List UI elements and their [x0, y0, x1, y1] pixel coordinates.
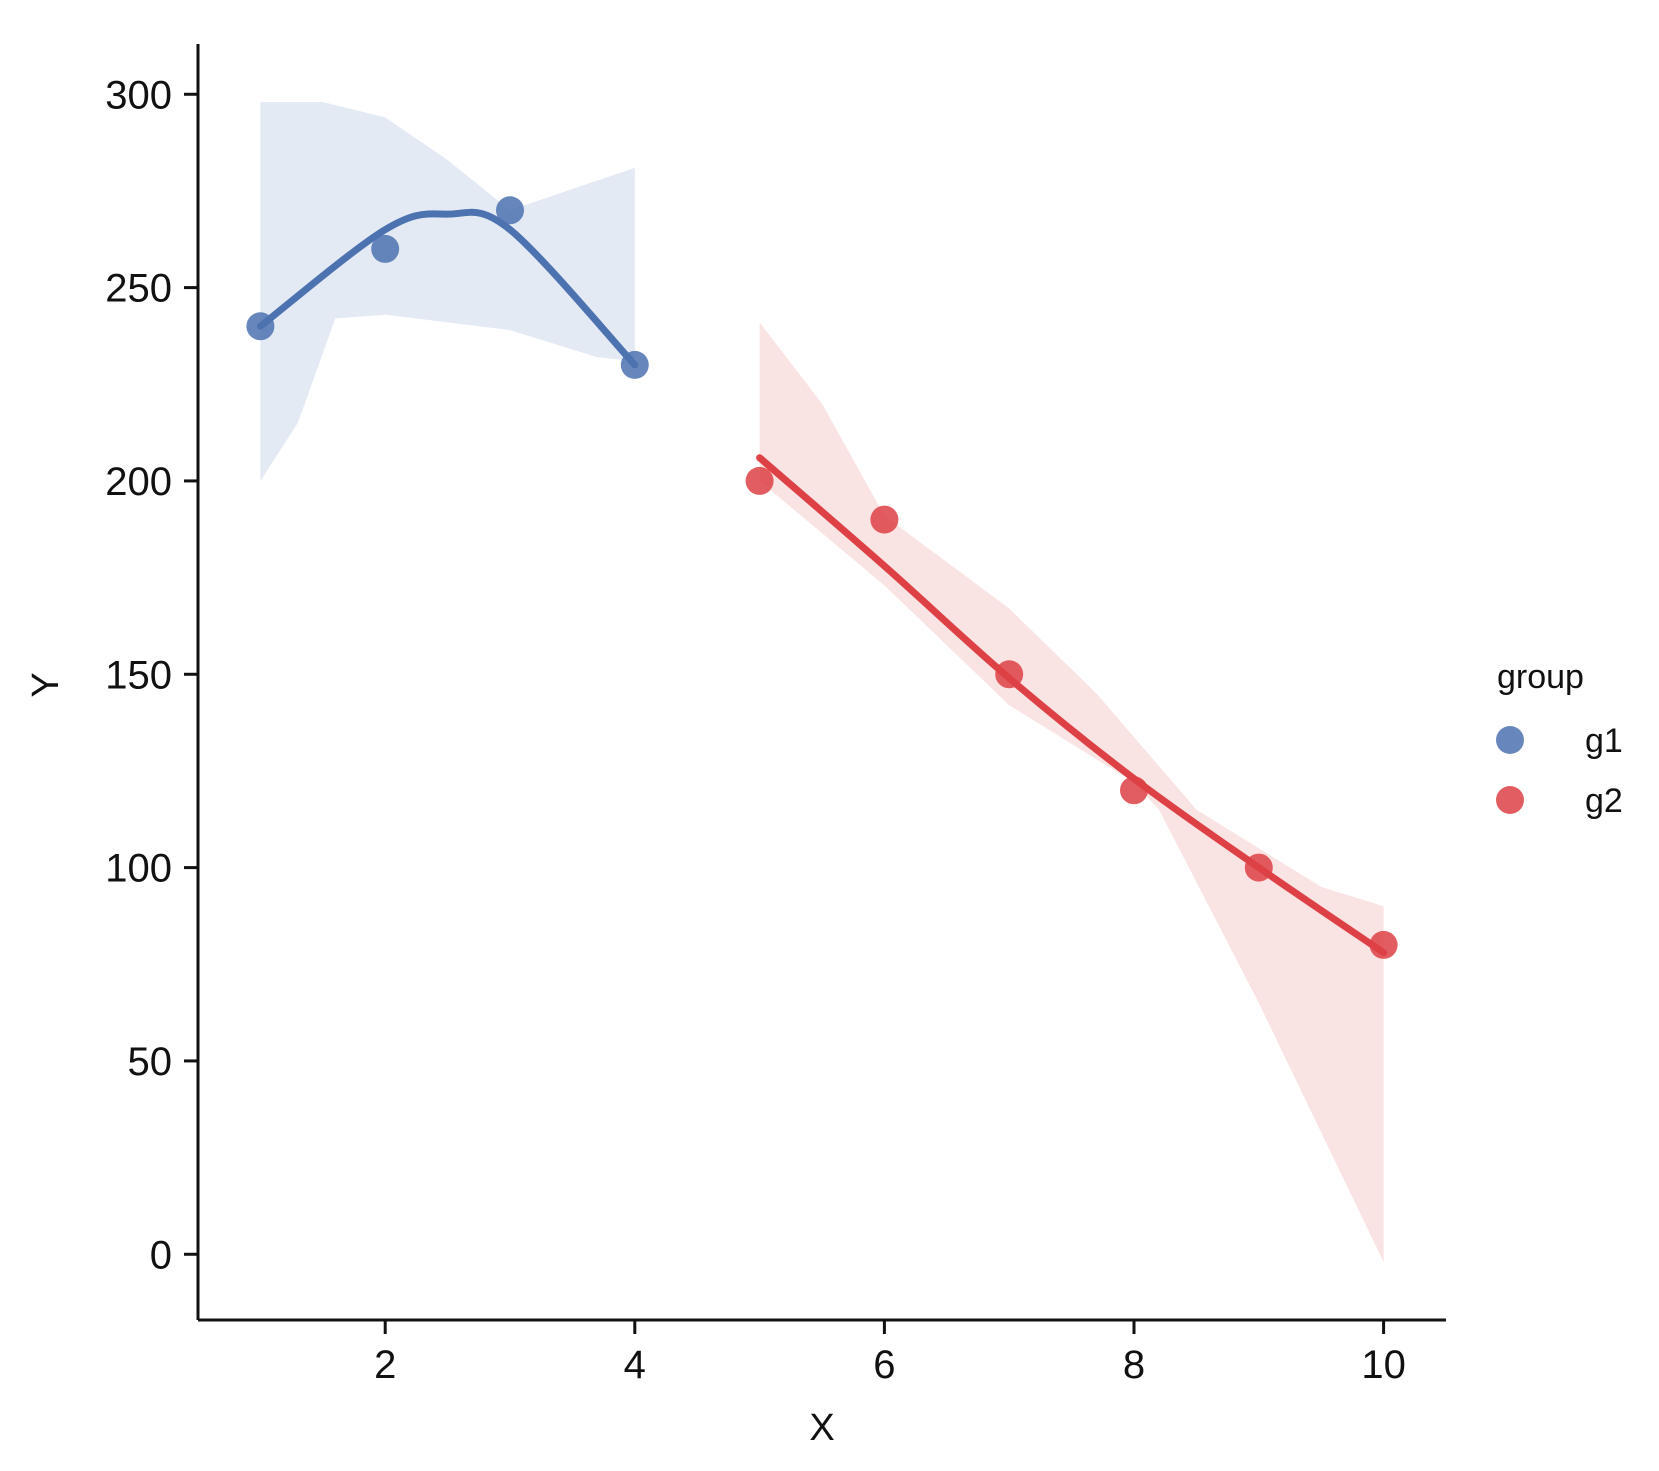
data-point-g1 — [246, 312, 275, 341]
data-point-g2 — [1244, 853, 1273, 882]
legend-marker-g1 — [1496, 726, 1524, 754]
ci-band-g1 — [260, 102, 635, 481]
axes — [196, 44, 1446, 1322]
legend: group g1 g2 — [1496, 658, 1623, 820]
y-tick-label: 300 — [105, 73, 172, 117]
y-axis-title: Y — [25, 672, 67, 697]
y-tick-label: 100 — [105, 847, 172, 891]
ci-band-g2 — [759, 322, 1384, 1262]
data-point-g2 — [745, 466, 774, 495]
x-tick-label: 2 — [374, 1343, 396, 1387]
data-point-g2 — [870, 505, 899, 534]
x-axis-title: X — [809, 1407, 834, 1449]
y-ticks: 0 50 100 150 200 250 300 — [105, 73, 198, 1277]
legend-label-g2: g2 — [1585, 782, 1623, 820]
y-tick-label: 50 — [128, 1040, 173, 1084]
data-point-g2 — [995, 660, 1024, 689]
data-point-g1 — [496, 196, 524, 225]
x-tick-label: 8 — [1123, 1343, 1145, 1387]
fit-line-g1 — [256, 208, 639, 369]
data-points — [246, 196, 1398, 959]
x-tick-label: 4 — [624, 1343, 646, 1387]
y-tick-label: 200 — [105, 460, 172, 504]
y-tick-label: 250 — [105, 267, 172, 311]
fit-line-g2 — [756, 454, 1388, 957]
y-tick-label: 150 — [105, 653, 172, 697]
legend-marker-g2 — [1496, 786, 1524, 814]
ci-bands — [260, 102, 1384, 1262]
fit-lines — [256, 208, 1388, 957]
data-point-g2 — [1369, 930, 1398, 959]
data-point-g2 — [1120, 776, 1148, 805]
x-tick-label: 6 — [873, 1343, 895, 1387]
x-tick-label: 10 — [1361, 1343, 1406, 1387]
legend-title: group — [1497, 658, 1584, 696]
data-point-g1 — [371, 234, 400, 263]
data-point-g1 — [620, 350, 649, 379]
legend-label-g1: g1 — [1585, 722, 1623, 760]
x-ticks: 2 4 6 8 10 — [374, 1320, 1406, 1387]
y-tick-label: 0 — [150, 1233, 172, 1277]
